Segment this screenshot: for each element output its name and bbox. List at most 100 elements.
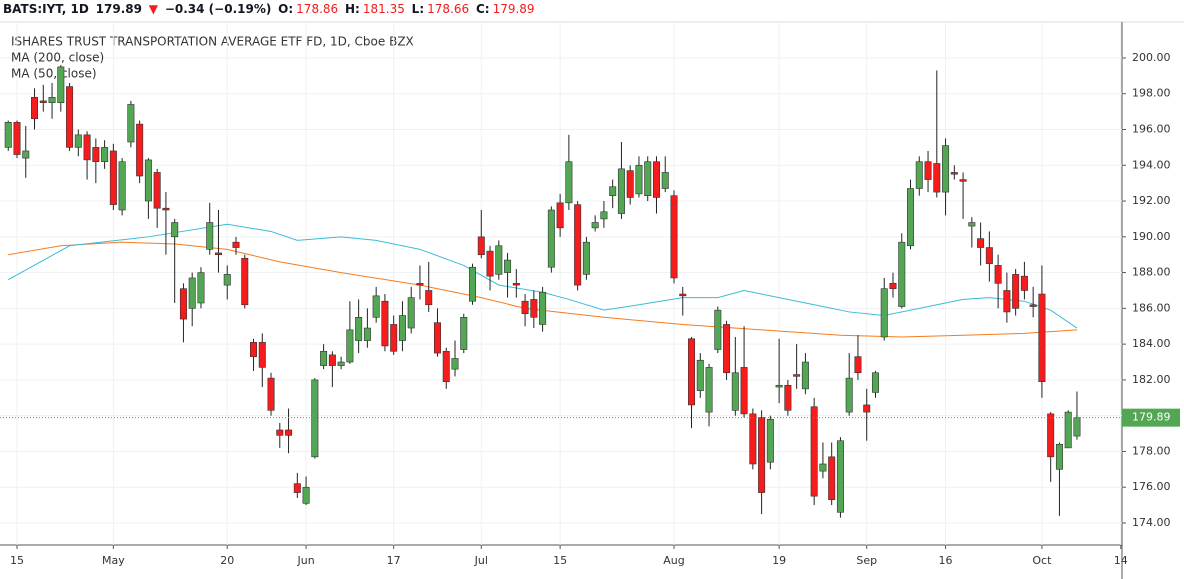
candle-body — [13, 122, 21, 155]
candle-body — [924, 161, 932, 180]
candle-body — [942, 145, 950, 193]
candle-body — [539, 291, 547, 325]
candle-body — [171, 222, 179, 238]
y-tick-label: 186.00 — [1132, 301, 1171, 314]
y-tick-label: 198.00 — [1132, 87, 1171, 100]
candle-body — [197, 272, 205, 304]
close-label: C: — [475, 2, 490, 16]
candle-body — [652, 161, 660, 198]
candle-body — [1055, 443, 1063, 470]
candle-body — [880, 288, 888, 338]
candle-body — [933, 163, 941, 193]
candle-body — [92, 147, 100, 162]
candle-body — [416, 283, 424, 286]
candle-body — [250, 342, 258, 357]
candle-body — [793, 374, 801, 377]
candle-body — [337, 361, 345, 366]
candle-body — [241, 257, 249, 306]
x-tick-label: Jul — [474, 554, 488, 567]
candle-body — [556, 202, 564, 229]
candle-body — [355, 317, 363, 341]
candle-body — [425, 290, 433, 306]
candle-body — [801, 361, 809, 390]
candle-body — [267, 377, 275, 411]
candle-body — [451, 358, 459, 370]
candle-body — [547, 209, 555, 268]
candle-body — [705, 367, 713, 413]
y-tick-label: 180.00 — [1132, 409, 1171, 422]
candle-body — [1073, 417, 1081, 437]
y-tick-label: 200.00 — [1132, 51, 1171, 64]
candle-body — [302, 486, 310, 504]
candle-body — [766, 418, 774, 463]
candle-body — [442, 350, 450, 382]
y-tick-label: 178.00 — [1132, 444, 1171, 457]
y-tick-label: 194.00 — [1132, 158, 1171, 171]
candle-body — [617, 168, 625, 214]
close-value: 179.89 — [492, 2, 535, 16]
candle-body — [1003, 290, 1011, 313]
candle-body — [31, 97, 39, 120]
ma-line — [7, 223, 1078, 329]
open-value: 178.86 — [296, 2, 339, 16]
symbol: BATS:IYT, 1D — [3, 2, 89, 16]
candle-body — [136, 123, 144, 177]
candle-body — [390, 324, 398, 352]
x-tick-label: Aug — [663, 554, 684, 567]
candle-body — [469, 266, 477, 302]
candle-body — [854, 356, 862, 374]
candle-body — [101, 147, 109, 162]
candle-body — [153, 172, 161, 209]
candle-body — [477, 236, 485, 256]
x-tick-label: Sep — [856, 554, 877, 567]
y-tick-label: 184.00 — [1132, 337, 1171, 350]
candle-body — [679, 293, 687, 297]
candle-body — [460, 317, 468, 350]
candle-body — [644, 161, 652, 196]
candle-body — [731, 372, 739, 411]
last-price-tag — [1122, 408, 1180, 427]
candle-body — [994, 265, 1002, 284]
candle-body — [495, 245, 503, 275]
candle-body — [276, 429, 284, 436]
candle-body — [565, 161, 573, 204]
candle-body — [320, 350, 328, 366]
change: −0.34 (−0.19%) — [164, 2, 272, 16]
header: BATS:IYT, 1D 179.89 ▼ −0.34 (−0.19%) O: 1… — [3, 2, 538, 16]
candle-body — [600, 211, 608, 220]
high-value: 181.35 — [362, 2, 405, 16]
candle-body — [398, 315, 406, 341]
candle-body — [574, 204, 582, 286]
candle-body — [57, 66, 65, 103]
y-tick-label: 176.00 — [1132, 480, 1171, 493]
candle-body — [223, 274, 231, 286]
candle-body — [66, 86, 74, 148]
candle-body — [635, 164, 643, 195]
x-tick-label: 15 — [553, 554, 567, 567]
candle-body — [328, 354, 336, 366]
candle-body — [871, 372, 879, 393]
candle-body — [836, 440, 844, 513]
candle-body — [863, 404, 871, 413]
candle-body — [293, 483, 301, 493]
candle-body — [4, 122, 12, 148]
x-tick-label: 15 — [10, 554, 24, 567]
candle-body — [609, 186, 617, 196]
candle-body — [1012, 274, 1020, 309]
change-arrow: ▼ — [148, 2, 159, 16]
last-price-label: 179.89 — [1132, 411, 1171, 424]
candle-body — [214, 252, 222, 256]
high-label: H: — [345, 2, 360, 16]
last-price: 179.89 — [95, 2, 142, 16]
candle-body — [188, 277, 196, 309]
candle-body — [179, 288, 187, 320]
candle-body — [48, 97, 56, 103]
candle-body — [83, 134, 91, 161]
candle-body — [433, 322, 441, 354]
candle-body — [591, 222, 599, 229]
y-tick-label: 174.00 — [1132, 516, 1171, 529]
x-tick-label: 16 — [939, 554, 953, 567]
candle-body — [582, 241, 590, 275]
candle-body — [258, 342, 266, 368]
